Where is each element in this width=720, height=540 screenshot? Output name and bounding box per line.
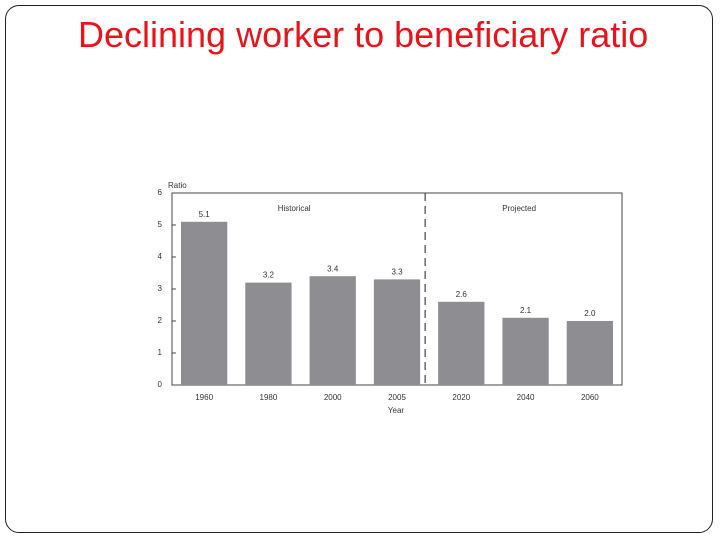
value-label: 3.2 xyxy=(263,271,275,280)
y-tick-label: 5 xyxy=(158,220,163,229)
slide-title: Declining worker to beneficiary ratio xyxy=(78,14,649,55)
annotation: Historical xyxy=(278,204,311,213)
bar xyxy=(245,282,292,385)
bar xyxy=(438,301,485,385)
y-tick-label: 4 xyxy=(158,252,163,261)
value-label: 2.0 xyxy=(584,309,596,318)
x-tick-label: 2000 xyxy=(324,393,342,402)
value-label: 3.3 xyxy=(391,268,403,277)
y-tick-label: 3 xyxy=(158,284,163,293)
bar xyxy=(309,276,356,385)
y-axis-label: Ratio xyxy=(168,181,187,190)
x-tick-label: 2020 xyxy=(452,393,470,402)
x-tick-label: 1980 xyxy=(260,393,278,402)
x-tick-label: 2060 xyxy=(581,393,599,402)
y-tick-label: 2 xyxy=(158,316,163,325)
value-label: 2.6 xyxy=(456,290,468,299)
bar xyxy=(566,321,613,385)
slide-frame xyxy=(5,5,713,533)
y-tick-label: 1 xyxy=(158,348,163,357)
x-axis-label: Year xyxy=(388,406,405,415)
bar xyxy=(373,279,421,385)
value-label: 2.1 xyxy=(520,306,532,315)
bar xyxy=(502,317,549,385)
value-label: 5.1 xyxy=(199,210,211,219)
x-tick-label: 2040 xyxy=(517,393,535,402)
bar xyxy=(181,221,228,385)
x-tick-label: 2005 xyxy=(388,393,406,402)
value-label: 3.4 xyxy=(327,264,339,273)
annotation: Projected xyxy=(502,204,536,213)
y-tick-label: 6 xyxy=(158,188,163,197)
y-tick-label: 0 xyxy=(158,380,163,389)
x-tick-label: 1960 xyxy=(195,393,213,402)
